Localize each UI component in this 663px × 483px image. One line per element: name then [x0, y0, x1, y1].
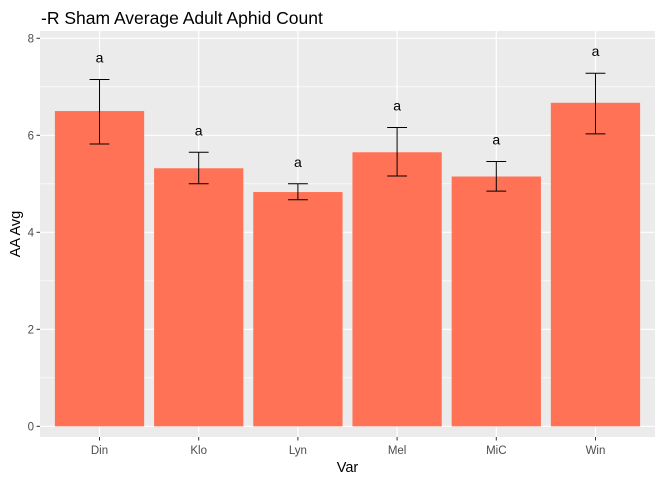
- error-bar-klo: [188, 151, 209, 185]
- bars: [54, 102, 641, 427]
- significance-label: a: [96, 50, 104, 66]
- y-tick-label: 4: [28, 227, 35, 239]
- bar-mic: [451, 176, 541, 427]
- y-tick-label: 0: [28, 421, 34, 433]
- bar-lyn: [253, 192, 343, 427]
- x-tick-label: Din: [91, 445, 108, 457]
- significance-label: a: [592, 43, 600, 59]
- error-bar-lyn: [287, 183, 308, 201]
- y-axis-title: AA Avg: [8, 211, 24, 258]
- chart-title: -R Sham Average Adult Aphid Count: [41, 8, 323, 28]
- significance-label: a: [492, 131, 500, 147]
- y-tick-label: 2: [28, 324, 34, 336]
- x-axis: Din Klo Lyn Mel MiC Win: [91, 437, 606, 457]
- error-bar-mic: [486, 160, 507, 192]
- x-tick-label: MiC: [486, 445, 506, 457]
- y-tick-label: 6: [28, 130, 34, 142]
- significance-label: a: [294, 154, 302, 170]
- bar-mel: [352, 152, 442, 427]
- bar-win: [550, 102, 641, 427]
- x-tick-label: Mel: [388, 445, 407, 457]
- bar-klo: [154, 168, 244, 427]
- x-tick-label: Lyn: [289, 445, 307, 457]
- significance-label: a: [393, 98, 401, 114]
- error-bars: [89, 72, 606, 201]
- significance-label: a: [195, 122, 203, 138]
- x-tick-label: Klo: [190, 445, 207, 457]
- error-bar-mel: [387, 127, 408, 177]
- x-tick-label: Win: [586, 445, 606, 457]
- x-axis-title: Var: [337, 460, 359, 476]
- error-bar-win: [585, 72, 606, 135]
- y-tick-label: 8: [28, 33, 34, 45]
- significance-labels: a a a a a a: [96, 43, 600, 170]
- y-axis: 0 2 4 6 8: [28, 33, 40, 433]
- error-bar-din: [89, 79, 110, 145]
- bar-din: [54, 111, 145, 427]
